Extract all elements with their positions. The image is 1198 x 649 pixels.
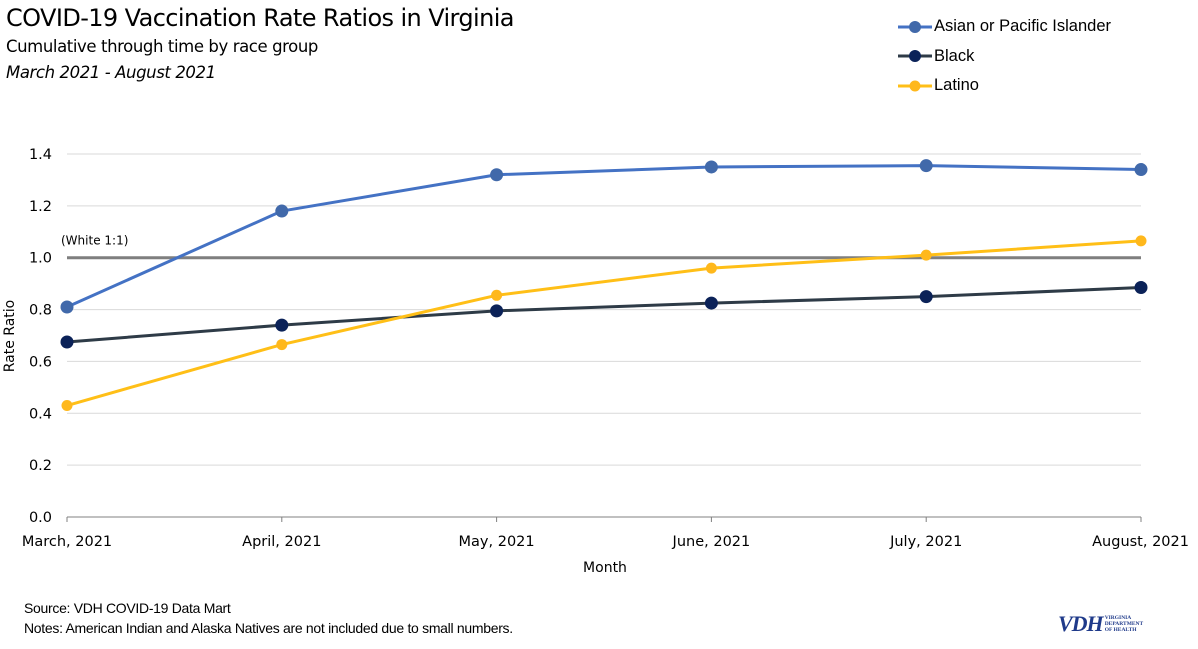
data-point <box>920 249 932 261</box>
legend: Asian or Pacific Islander Black Latino <box>898 12 1111 101</box>
y-axis-ticks: 0.0 0.2 0.4 0.6 0.8 1.0 1.2 1.4 <box>29 147 52 526</box>
chart-title: COVID-19 Vaccination Rate Ratios in Virg… <box>6 4 514 32</box>
data-point <box>60 300 74 314</box>
y-axis-label: Rate Ratio <box>2 300 18 373</box>
legend-item-asian-pacific-islander: Asian or Pacific Islander <box>898 12 1111 42</box>
legend-marker-icon <box>898 80 932 92</box>
data-point <box>275 204 289 218</box>
x-tick-label: June, 2021 <box>672 534 751 550</box>
logo-line: DEPARTMENT <box>1104 621 1144 627</box>
logo-line: VIRGINIA <box>1104 615 1132 621</box>
chart-subtitle: Cumulative through time by race group <box>6 37 318 56</box>
data-point <box>705 262 717 274</box>
x-tick-label: August, 2021 <box>1092 534 1189 550</box>
data-point <box>1134 281 1148 295</box>
legend-marker-icon <box>898 50 932 63</box>
series-asian-or-pacific-islander <box>60 159 1148 314</box>
reference-line-label: (White 1:1) <box>61 234 128 248</box>
data-point <box>704 160 718 174</box>
data-point <box>919 290 933 304</box>
logo-line: OF HEALTH <box>1104 627 1137 633</box>
series-line <box>66 286 1142 344</box>
data-point <box>491 289 503 301</box>
y-tick-label: 1.4 <box>29 147 52 163</box>
series-group <box>60 159 1148 412</box>
data-point <box>1135 235 1147 247</box>
legend-label: Black <box>934 46 975 65</box>
x-axis: March, 2021 April, 2021 May, 2021 June, 202… <box>22 516 1189 550</box>
data-point <box>1134 163 1148 177</box>
y-tick-label: 1.0 <box>29 251 52 267</box>
x-tick-label: July, 2021 <box>889 534 962 550</box>
gridlines <box>67 153 1141 466</box>
reference-line: (White 1:1) <box>61 234 1141 260</box>
data-point <box>704 296 718 310</box>
vdh-logo-mark: VDH <box>1058 611 1104 636</box>
x-axis-label: Month <box>583 560 627 576</box>
data-point <box>490 168 504 182</box>
series-latino <box>61 235 1147 412</box>
series-line <box>66 164 1142 309</box>
data-point <box>60 335 74 349</box>
y-tick-label: 0.8 <box>29 303 52 319</box>
data-point <box>61 400 73 412</box>
data-point <box>490 304 504 318</box>
x-tick-label: March, 2021 <box>22 534 112 550</box>
footer-notes: Source: VDH COVID-19 Data Mart Notes: Am… <box>24 598 513 638</box>
source-text: Source: VDH COVID-19 Data Mart <box>24 600 231 616</box>
chart-period: March 2021 - August 2021 <box>6 63 216 82</box>
series-black <box>60 281 1148 349</box>
y-tick-label: 1.2 <box>29 199 52 215</box>
data-point <box>275 318 289 332</box>
data-point <box>276 339 288 351</box>
vdh-logo: VDH VIRGINIA DEPARTMENT OF HEALTH <box>1058 611 1143 637</box>
x-tick-label: April, 2021 <box>242 534 321 550</box>
legend-label: Asian or Pacific Islander <box>934 17 1111 36</box>
legend-marker-icon <box>898 20 932 33</box>
vdh-logo-text: VIRGINIA DEPARTMENT OF HEALTH <box>1105 615 1144 633</box>
y-tick-label: 0.2 <box>29 458 52 474</box>
y-tick-label: 0.0 <box>29 510 52 526</box>
notes-text: Notes: American Indian and Alaska Native… <box>24 620 513 636</box>
x-tick-label: May, 2021 <box>459 534 535 550</box>
series-line <box>66 239 1142 407</box>
legend-item-black: Black <box>898 42 1111 72</box>
legend-item-latino: Latino <box>898 71 1111 101</box>
y-tick-label: 0.4 <box>29 406 52 422</box>
y-tick-label: 0.6 <box>29 354 52 370</box>
data-point <box>919 159 933 173</box>
legend-label: Latino <box>934 76 979 95</box>
